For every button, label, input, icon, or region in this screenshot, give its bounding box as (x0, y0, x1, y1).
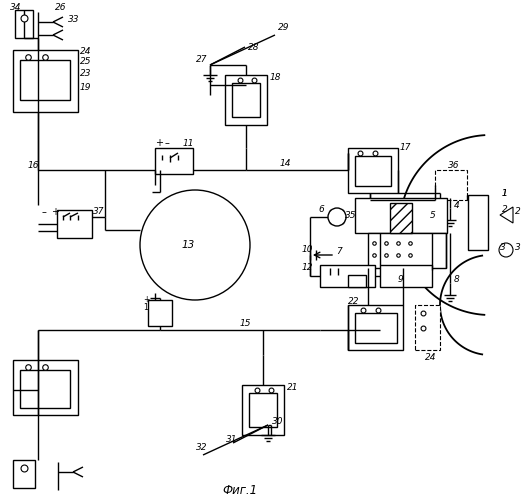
Bar (148, 300, 172, 326)
Text: 30: 30 (272, 416, 283, 426)
Text: 34: 34 (10, 4, 21, 13)
Text: 16: 16 (28, 160, 40, 170)
Bar (368, 233, 446, 268)
Bar (468, 195, 488, 250)
Text: 35: 35 (345, 210, 357, 220)
Text: +: + (51, 207, 59, 217)
Text: 18: 18 (270, 74, 281, 82)
Bar (380, 265, 432, 287)
Text: 37: 37 (93, 208, 105, 216)
Text: 24: 24 (80, 48, 92, 56)
Text: 24: 24 (425, 354, 437, 362)
Bar (57, 210, 92, 238)
Text: 19: 19 (80, 84, 92, 92)
Text: 9: 9 (398, 276, 404, 284)
Text: 17: 17 (400, 144, 412, 152)
Text: 5: 5 (430, 210, 436, 220)
Bar (355, 198, 447, 233)
Circle shape (140, 190, 250, 300)
Text: 14: 14 (280, 158, 291, 168)
Polygon shape (500, 207, 513, 223)
Text: 1: 1 (144, 304, 149, 312)
Text: 6: 6 (318, 206, 324, 214)
Bar (20, 370, 70, 408)
Text: 23: 23 (80, 70, 92, 78)
Bar (435, 170, 467, 200)
Bar (355, 313, 397, 343)
Text: 12: 12 (302, 264, 313, 272)
Bar (348, 148, 398, 193)
Bar (249, 393, 277, 427)
Bar (348, 275, 366, 287)
Bar (13, 460, 35, 488)
Text: Фиг.1: Фиг.1 (222, 484, 257, 496)
Circle shape (499, 243, 513, 257)
Bar (225, 75, 267, 125)
Text: –: – (165, 138, 170, 148)
Text: 22: 22 (348, 298, 359, 306)
Bar (155, 148, 193, 174)
Text: 36: 36 (448, 160, 460, 170)
Text: 33: 33 (68, 16, 79, 24)
Text: 32: 32 (196, 442, 208, 452)
Bar (415, 305, 440, 350)
Text: 8: 8 (454, 276, 460, 284)
Text: 1: 1 (502, 188, 508, 198)
Text: 21: 21 (287, 384, 299, 392)
Text: 2: 2 (502, 206, 508, 214)
Bar (13, 360, 78, 415)
Text: 3: 3 (515, 244, 521, 252)
Bar (20, 60, 70, 100)
Text: 29: 29 (278, 24, 290, 32)
Text: 11: 11 (183, 138, 195, 147)
Bar (348, 305, 403, 350)
Bar (242, 385, 284, 435)
Text: 15: 15 (240, 318, 252, 328)
Text: 7: 7 (336, 248, 342, 256)
Text: 3: 3 (500, 244, 506, 252)
Text: 27: 27 (196, 56, 208, 64)
Text: 1: 1 (502, 188, 508, 198)
Text: 31: 31 (226, 436, 237, 444)
Circle shape (328, 208, 346, 226)
Bar (13, 50, 78, 112)
Text: –: – (42, 207, 47, 217)
Text: 25: 25 (80, 58, 92, 66)
Bar (15, 10, 33, 38)
Bar (232, 83, 260, 117)
Text: +: + (155, 138, 163, 148)
Bar (320, 265, 375, 287)
Text: 13: 13 (181, 240, 195, 250)
Bar (355, 156, 391, 186)
Text: 10: 10 (302, 246, 313, 254)
Text: 4: 4 (454, 200, 460, 209)
Text: 2: 2 (515, 208, 521, 216)
Text: 28: 28 (248, 42, 259, 51)
Text: 26: 26 (55, 4, 66, 13)
Text: +: + (143, 296, 149, 304)
Bar (390, 203, 412, 233)
